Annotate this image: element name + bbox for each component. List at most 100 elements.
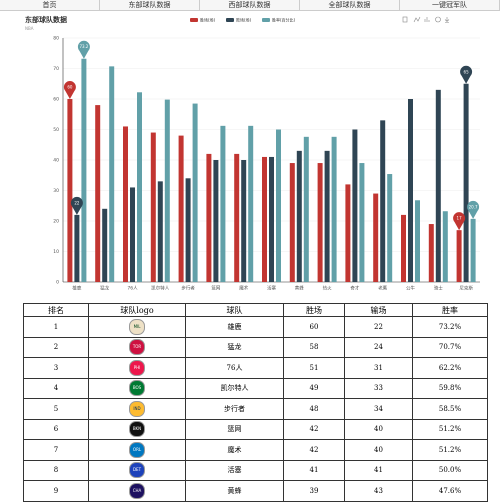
table-cell: 3 — [23, 357, 89, 379]
table-cell: BKN — [88, 418, 186, 440]
table-header-cell: 球队logo — [88, 303, 186, 317]
bar — [387, 174, 393, 282]
tool-bar[interactable] — [424, 17, 430, 22]
bar — [276, 129, 281, 282]
x-tick-label: 黄蜂 — [295, 285, 304, 292]
nav-item[interactable]: 东部球队数据 — [100, 0, 200, 10]
y-tick-label: 50 — [53, 127, 59, 133]
tool-restore[interactable] — [435, 16, 441, 23]
table-cell: 70.7% — [412, 336, 488, 358]
table-cell: 黄蜂 — [185, 480, 284, 502]
mark-point: 65 — [460, 65, 473, 84]
table-cell: 58 — [283, 336, 345, 358]
bar — [109, 66, 115, 282]
mark-point: 22 — [70, 196, 83, 215]
table-cell: 39 — [283, 480, 345, 502]
nav-item[interactable]: 全部球队数据 — [300, 0, 400, 10]
x-tick-label: 篮网 — [211, 285, 220, 292]
chart-title: 东部球队数据 — [25, 15, 67, 24]
table-row: 4 BOS 凯尔特人 49 33 59.8% — [23, 377, 488, 399]
table-cell: ORL — [88, 439, 186, 461]
x-tick-label: 活塞 — [267, 285, 276, 292]
bar — [352, 129, 358, 282]
toolbox[interactable] — [402, 16, 450, 23]
standings-table: 排名 球队logo 球队 胜场 输场 胜率 1 MIL 雄鹿 60 22 73.2% 2 TOR 猛龙 58… — [23, 303, 488, 502]
x-tick-label: 骑士 — [434, 285, 443, 292]
table-row: 5 IND 步行者 48 34 58.5% — [23, 398, 488, 420]
bar — [185, 178, 191, 282]
bar — [130, 187, 135, 282]
bar — [442, 211, 448, 282]
bar — [150, 132, 156, 282]
tool-data-view[interactable] — [402, 16, 408, 23]
table-cell: 2 — [23, 336, 89, 358]
team-logo: ORL — [129, 441, 145, 458]
bar — [269, 156, 274, 282]
team-logo: MIL — [129, 318, 145, 335]
table-cell: 33 — [344, 377, 413, 399]
x-tick-label: 老鹰 — [378, 285, 387, 292]
x-tick-label: 凯尔特人 — [151, 285, 169, 292]
y-tick-label: 80 — [53, 36, 59, 42]
y-tick-label: 70 — [53, 66, 59, 72]
bar — [415, 200, 420, 282]
table-header-cell: 排名 — [23, 303, 89, 317]
bar — [220, 125, 226, 282]
bar — [157, 181, 163, 282]
team-logo: BOS — [129, 380, 145, 397]
legend-label: 胜率(百分比) — [272, 17, 296, 23]
table-cell: 59.8% — [412, 377, 488, 399]
table-cell: 篮网 — [185, 418, 284, 440]
mark-point: 73.2 — [77, 40, 90, 59]
y-tick-label: 0 — [56, 280, 59, 286]
bar — [234, 153, 240, 282]
table-cell: 猛龙 — [185, 336, 284, 358]
tool-save[interactable] — [444, 17, 450, 23]
x-tick-label: 猛龙 — [100, 285, 109, 292]
table-cell: 48 — [283, 398, 345, 420]
legend-swatch — [226, 18, 234, 22]
table-cell: BOS — [88, 377, 186, 399]
y-tick-label: 30 — [53, 188, 59, 194]
y-tick-label: 40 — [53, 158, 59, 164]
team-logo: TOR — [129, 339, 145, 356]
bar — [463, 83, 469, 282]
tool-line[interactable] — [413, 16, 421, 23]
mark-label: 65 — [464, 69, 470, 74]
table-cell: 76人 — [185, 357, 284, 379]
table-row: 8 DET 活塞 41 41 50.0% — [23, 459, 488, 481]
team-logo: BKN — [129, 421, 145, 438]
table-cell: 47.6% — [412, 480, 488, 502]
x-tick-label: 尼克斯 — [459, 285, 473, 292]
bar — [408, 99, 413, 282]
bar — [123, 126, 128, 282]
bar — [137, 92, 142, 282]
mark-pin — [70, 196, 83, 215]
chart: 东部球队数据 NBA 0 10 20 30 40 50 60 70 80 胜场(场) 败场(场) 胜率… — [25, 15, 480, 292]
y-tick-label: 60 — [53, 97, 59, 103]
table-cell: 31 — [344, 357, 413, 379]
nav-item[interactable]: 首页 — [0, 0, 100, 10]
mark-label: 73.2 — [79, 44, 88, 49]
bar — [359, 163, 365, 282]
table-cell: 49 — [283, 377, 345, 399]
table-cell: 42 — [283, 439, 345, 461]
nav-item[interactable]: 一键冠军队 — [400, 0, 500, 10]
legend-swatch — [190, 18, 198, 22]
bar — [331, 136, 337, 282]
y-tick-label: 10 — [53, 249, 59, 255]
team-logo: CHA — [129, 482, 145, 499]
bar — [324, 150, 330, 282]
table-cell: CHA — [88, 480, 186, 502]
bar — [81, 58, 87, 282]
table-cell: 58.5% — [412, 398, 488, 420]
bar — [435, 89, 441, 282]
x-tick-label: 雄鹿 — [72, 285, 81, 292]
x-tick-label: 公牛 — [406, 285, 415, 292]
x-tick-label: 步行者 — [181, 285, 195, 292]
table-cell: 1 — [23, 316, 89, 338]
bar — [296, 150, 302, 282]
table-cell: 62.2% — [412, 357, 488, 379]
nav-item[interactable]: 西部球队数据 — [200, 0, 300, 10]
table-cell: 7 — [23, 439, 89, 461]
